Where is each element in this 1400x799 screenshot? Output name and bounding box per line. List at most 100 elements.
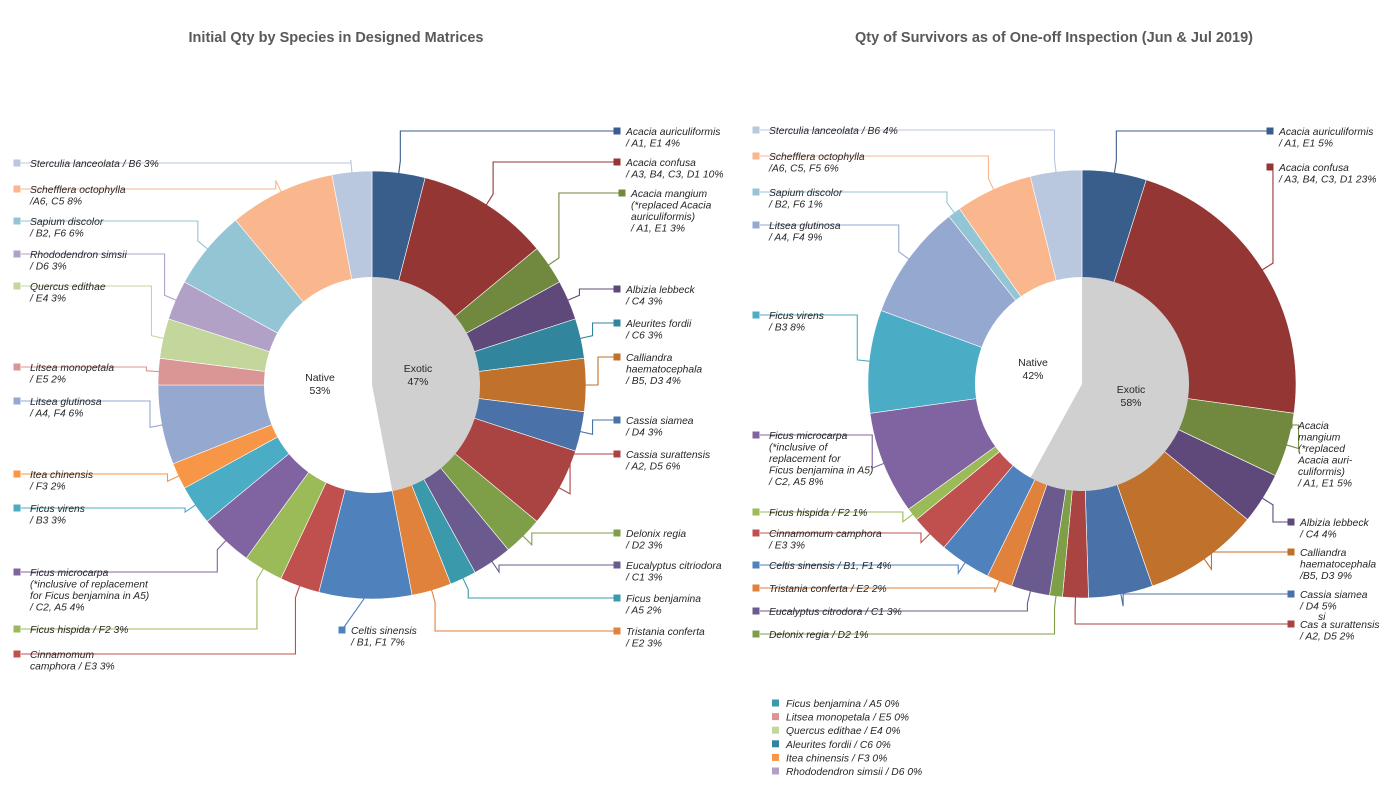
slice-label-line: Acacia mangium [630, 189, 708, 200]
label-sterculia-lanceolata-b6-4: Sterculia lanceolata / B6 4% [752, 126, 1057, 174]
slice-label-line: / B1, F1 7% [350, 638, 405, 649]
legend-marker [752, 311, 760, 319]
legend-marker [752, 126, 760, 134]
legend-marker [1287, 590, 1295, 598]
slice-label-line: auriculiformis) [631, 212, 695, 223]
label-ficus-virens: Ficus virens/ B3 3% [13, 503, 197, 527]
label-ficus-virens: Ficus virens/ B3 8% [752, 311, 872, 362]
label-eucalyptus-citriodora: Eucalyptus citriodora/ C1 3% [490, 560, 722, 584]
right-chart-title: Qty of Survivors as of One-off Inspectio… [855, 30, 1253, 46]
legend-marker [752, 508, 760, 516]
zero-legend-marker [772, 713, 779, 721]
slice-label-line: Cassia surattensis [626, 450, 710, 461]
slice-label-line: Acacia auriculiformis [1278, 127, 1373, 138]
slice-label-line: / A2, D5 2% [1299, 632, 1355, 643]
slice-label-line: / C4 4% [1299, 530, 1337, 541]
legend-marker [752, 561, 760, 569]
zero-legend-item: Litsea monopetala / E5 0% [786, 713, 909, 724]
legend-marker [613, 594, 621, 602]
label-sterculia-lanceolata-b6-3: Sterculia lanceolata / B6 3% [13, 159, 353, 174]
slice-label-line: / C4 3% [625, 297, 663, 308]
zero-legend-marker [772, 767, 779, 775]
legend-marker [13, 650, 21, 658]
slice-label-line: (*replaced Acacia [631, 201, 712, 212]
legend-marker [752, 152, 760, 160]
label-cinnamomum-camphora: Cinnamomum camphora/ E3 3% [752, 529, 932, 552]
legend-marker [613, 319, 621, 327]
slice-label-line: / B3 8% [768, 323, 805, 334]
label-litsea-glutinosa: Litsea glutinosa/ A4, F4 9% [752, 221, 911, 261]
label-cassia-siamea: Cassia siamea/ D4 5% [1120, 590, 1368, 613]
slice-label-line: Tristania conferta [626, 627, 705, 638]
slice-label-line: Ficus benjamina [626, 594, 701, 605]
slice-label-line: Ficus benjamina in A5) [769, 466, 873, 477]
slice-label-line: Cinnamomum camphora [769, 529, 882, 540]
slice-label-line: Acacia auriculiformis [625, 127, 720, 138]
slice-label-line: Acacia [1297, 421, 1329, 432]
legend-marker [613, 353, 621, 361]
zero-legend-item: Quercus edithae / E4 0% [786, 726, 900, 737]
slice-label-line: / D4 5% [1299, 602, 1337, 613]
slice-label-line: / A4, F4 6% [29, 409, 83, 420]
inner-slice-exotic [372, 277, 481, 492]
label-acacia-confusa: Acacia confusa/ A3, B4, C3, D1 23% [1260, 163, 1377, 272]
slice-label-line: / A1, E1 4% [625, 139, 680, 150]
slice-label-line: Calliandra [626, 353, 673, 364]
legend-marker [13, 470, 21, 478]
zero-legend-marker [772, 699, 779, 707]
slice-label-line: culiformis) [1298, 467, 1345, 478]
inner-label-native: Native [1018, 357, 1048, 369]
label-litsea-glutinosa: Litsea glutinosa/ A4, F4 6% [13, 397, 164, 429]
slice-label-line: Albizia lebbeck [1299, 518, 1370, 529]
slice-label-line: haematocephala [626, 365, 702, 376]
legend-marker [13, 250, 21, 258]
legend-marker [752, 221, 760, 229]
legend-marker [752, 529, 760, 537]
slice-label-line: (*inclusive of [769, 443, 829, 454]
slice-label-line: Celtis sinensis / B1, F1 4% [769, 561, 891, 572]
slice-label-line: / A2, D5 6% [625, 462, 681, 473]
legend-marker [752, 607, 760, 615]
label-albizia-lebbeck: Albizia lebbeck/ C4 4% [1260, 496, 1370, 541]
inner-label-exotic: Exotic [404, 363, 433, 375]
legend-marker [338, 626, 346, 634]
inner-pct-exotic: 58% [1120, 397, 1141, 409]
zero-legend-item: Ficus benjamina / A5 0% [786, 699, 900, 710]
label-delonix-regia-d2-1: Delonix regia / D2 1% [752, 594, 1057, 641]
slice-label-line: /A6, C5, F5 6% [768, 164, 839, 175]
label-delonix-regia: Delonix regia/ D2 3% [521, 529, 686, 552]
slice-label-line: Acacia confusa [625, 158, 696, 169]
zero-legend-item: Rhododendron simsii / D6 0% [786, 767, 922, 778]
legend-marker [13, 185, 21, 193]
slice-label-line: Sterculia lanceolata / B6 3% [30, 159, 159, 170]
slice-label-line: Sapium discolor [769, 188, 843, 199]
legend-marker [613, 127, 621, 135]
slice-label-line: Cinnamomum [30, 650, 95, 661]
slice-label-line: Ficus virens [30, 504, 85, 515]
legend-marker [613, 529, 621, 537]
label-acacia-mangium: Acacia mangium(*replaced Acaciaauriculif… [547, 189, 712, 267]
legend-marker [13, 625, 21, 633]
slice-label-line: / D4 3% [625, 428, 663, 439]
legend-marker [1287, 548, 1295, 556]
zero-legend-marker [772, 740, 779, 748]
slice-label-line: / C6 3% [625, 331, 663, 342]
slice-label-line: / E3 3% [768, 541, 805, 552]
label-ficus-hispida-f2-1: Ficus hispida / F2 1% [752, 508, 915, 523]
inner-slice-exotic [1030, 277, 1190, 492]
label-acacia-auriculiformis: Acacia auriculiformis/ A1, E1 5% [1113, 127, 1373, 175]
legend-marker [613, 450, 621, 458]
label-schefflera-octophylla: Schefflera octophylla/A6, C5 8% [13, 180, 283, 208]
slice-label-line: / B5, D3 4% [625, 376, 681, 387]
legend-marker [613, 627, 621, 635]
slice-label-line: / A5 2% [625, 606, 662, 617]
slice-label-line: Calliandra [1300, 548, 1347, 559]
label-ficus-microcarpa: Ficus microcarpa(*inclusive ofreplacemen… [752, 431, 886, 488]
legend-marker [13, 397, 21, 405]
slice-label-line: / A3, B4, C3, D1 23% [1278, 175, 1377, 186]
slice-label-line: / A3, B4, C3, D1 10% [625, 170, 724, 181]
slice-label-line: Tristania conferta / E2 2% [769, 584, 887, 595]
